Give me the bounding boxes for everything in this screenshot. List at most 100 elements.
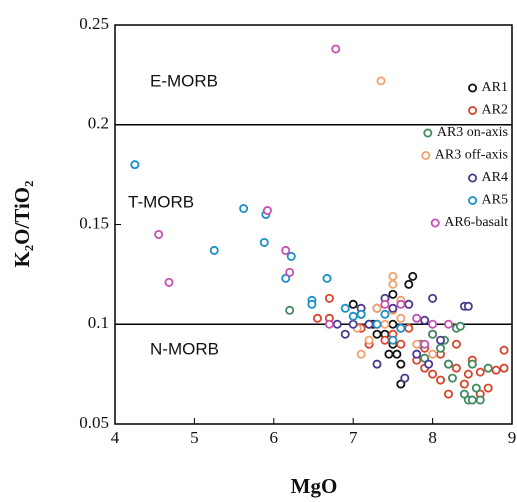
point bbox=[380, 309, 390, 319]
point bbox=[281, 273, 291, 283]
legend-marker bbox=[468, 173, 478, 183]
legend-marker bbox=[468, 83, 478, 93]
point bbox=[404, 299, 414, 309]
point bbox=[443, 319, 453, 329]
point bbox=[239, 204, 249, 214]
legend-label: AR4 bbox=[482, 170, 508, 185]
point bbox=[164, 277, 174, 287]
point bbox=[307, 299, 317, 309]
point bbox=[384, 349, 394, 359]
point bbox=[451, 339, 461, 349]
point bbox=[428, 293, 438, 303]
point bbox=[420, 315, 430, 325]
point bbox=[443, 389, 453, 399]
point bbox=[499, 363, 509, 373]
point bbox=[436, 335, 446, 345]
legend-marker bbox=[468, 106, 478, 116]
point bbox=[388, 319, 398, 329]
point bbox=[364, 319, 374, 329]
point bbox=[154, 229, 164, 239]
y-tick-label: 0.1 bbox=[88, 313, 109, 332]
point bbox=[372, 329, 382, 339]
point bbox=[428, 329, 438, 339]
point bbox=[322, 273, 332, 283]
point bbox=[388, 271, 398, 281]
x-tick-label: 4 bbox=[111, 428, 120, 447]
y-axis-label: K₂O/TiO₂ bbox=[10, 181, 34, 268]
point bbox=[428, 319, 438, 329]
y-tick-label: 0.2 bbox=[88, 114, 109, 133]
point bbox=[436, 375, 446, 385]
legend-label: AR3 off-axis bbox=[435, 148, 508, 163]
legend-label: AR3 on-axis bbox=[437, 125, 508, 140]
point bbox=[312, 313, 322, 323]
point bbox=[412, 313, 422, 323]
point bbox=[340, 303, 350, 313]
point bbox=[388, 335, 398, 345]
point bbox=[348, 311, 358, 321]
point bbox=[285, 305, 295, 315]
point bbox=[259, 237, 269, 247]
point bbox=[447, 373, 457, 383]
region-label: T-MORB bbox=[128, 192, 194, 211]
point bbox=[324, 293, 334, 303]
point bbox=[400, 373, 410, 383]
point bbox=[356, 309, 366, 319]
point bbox=[420, 339, 430, 349]
point bbox=[396, 299, 406, 309]
point bbox=[281, 245, 291, 255]
x-tick-label: 7 bbox=[349, 428, 358, 447]
point bbox=[396, 359, 406, 369]
point bbox=[396, 339, 406, 349]
point bbox=[262, 206, 272, 216]
point bbox=[380, 299, 390, 309]
y-tick-label: 0.25 bbox=[79, 14, 109, 33]
point bbox=[380, 319, 390, 329]
point bbox=[376, 76, 386, 86]
point bbox=[348, 299, 358, 309]
legend-label: AR2 bbox=[482, 103, 508, 118]
x-tick-label: 8 bbox=[428, 428, 437, 447]
legend-marker bbox=[430, 218, 440, 228]
point bbox=[209, 245, 219, 255]
point bbox=[475, 395, 485, 405]
x-axis-label: MgO bbox=[291, 474, 338, 498]
point bbox=[340, 329, 350, 339]
legend-label: AR1 bbox=[482, 80, 508, 95]
point bbox=[130, 160, 140, 170]
point bbox=[428, 349, 438, 359]
point bbox=[451, 363, 461, 373]
point bbox=[372, 319, 382, 329]
point bbox=[324, 319, 334, 329]
point bbox=[483, 363, 493, 373]
point bbox=[491, 365, 501, 375]
point bbox=[467, 359, 477, 369]
point bbox=[388, 279, 398, 289]
x-tick-label: 6 bbox=[270, 428, 279, 447]
x-tick-label: 5 bbox=[190, 428, 199, 447]
point bbox=[372, 303, 382, 313]
point bbox=[428, 369, 438, 379]
point bbox=[463, 369, 473, 379]
point bbox=[348, 319, 358, 329]
point bbox=[356, 349, 366, 359]
point bbox=[388, 289, 398, 299]
point bbox=[459, 379, 469, 389]
point bbox=[420, 353, 430, 363]
point bbox=[483, 383, 493, 393]
region-label: E-MORB bbox=[150, 71, 218, 90]
point bbox=[332, 319, 342, 329]
point bbox=[364, 335, 374, 345]
point bbox=[443, 359, 453, 369]
y-tick-label: 0.15 bbox=[79, 213, 109, 232]
point bbox=[380, 335, 390, 345]
point bbox=[388, 303, 398, 313]
point bbox=[396, 313, 406, 323]
legend-marker bbox=[423, 128, 433, 138]
point bbox=[392, 349, 402, 359]
point bbox=[404, 279, 414, 289]
point bbox=[396, 379, 406, 389]
legend-marker bbox=[468, 195, 478, 205]
point bbox=[463, 301, 473, 311]
